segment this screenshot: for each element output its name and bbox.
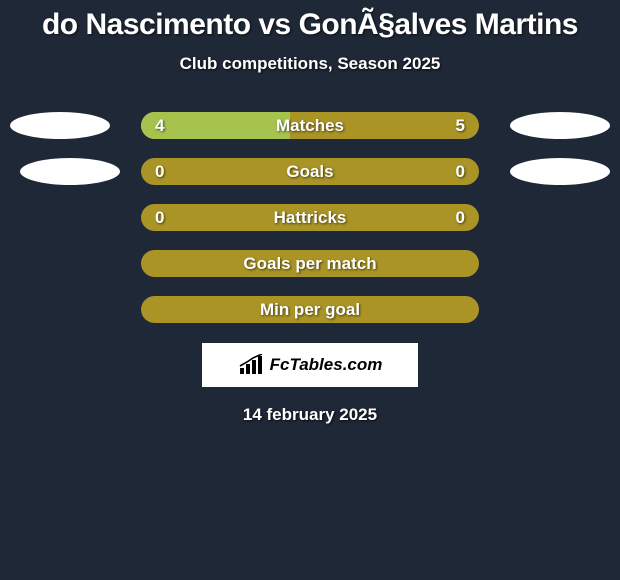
comparison-row: 0 0 Goals [0,158,620,185]
stat-value-right: 5 [456,116,465,136]
comparison-row: 4 5 Matches [0,112,620,139]
stat-label: Hattricks [274,208,347,228]
stat-label: Matches [276,116,344,136]
logo-box: FcTables.com [202,343,418,387]
stat-value-left: 4 [155,116,164,136]
stat-bar: 4 5 Matches [141,112,479,139]
stat-value-left: 0 [155,162,164,182]
player-left-oval [10,112,110,139]
page-title: do Nascimento vs GonÃ§alves Martins [0,0,620,42]
stat-bar: Goals per match [141,250,479,277]
stat-label: Min per goal [260,300,360,320]
bar-chart-icon [238,354,266,376]
logo-text: FcTables.com [270,355,383,375]
stat-bar: 0 0 Goals [141,158,479,185]
player-right-oval [510,158,610,185]
page-subtitle: Club competitions, Season 2025 [0,54,620,74]
stat-bar: 0 0 Hattricks [141,204,479,231]
comparison-row: 0 0 Hattricks [0,204,620,231]
date-text: 14 february 2025 [0,405,620,425]
player-left-oval [20,158,120,185]
player-right-oval [510,112,610,139]
comparison-row: Min per goal [0,296,620,323]
comparison-rows: 4 5 Matches 0 0 Goals 0 0 Hattricks Goals per mat… [0,112,620,323]
stat-value-left: 0 [155,208,164,228]
stat-label: Goals per match [243,254,376,274]
stat-value-right: 0 [456,208,465,228]
stat-value-right: 0 [456,162,465,182]
stat-bar: Min per goal [141,296,479,323]
stat-label: Goals [286,162,333,182]
comparison-row: Goals per match [0,250,620,277]
